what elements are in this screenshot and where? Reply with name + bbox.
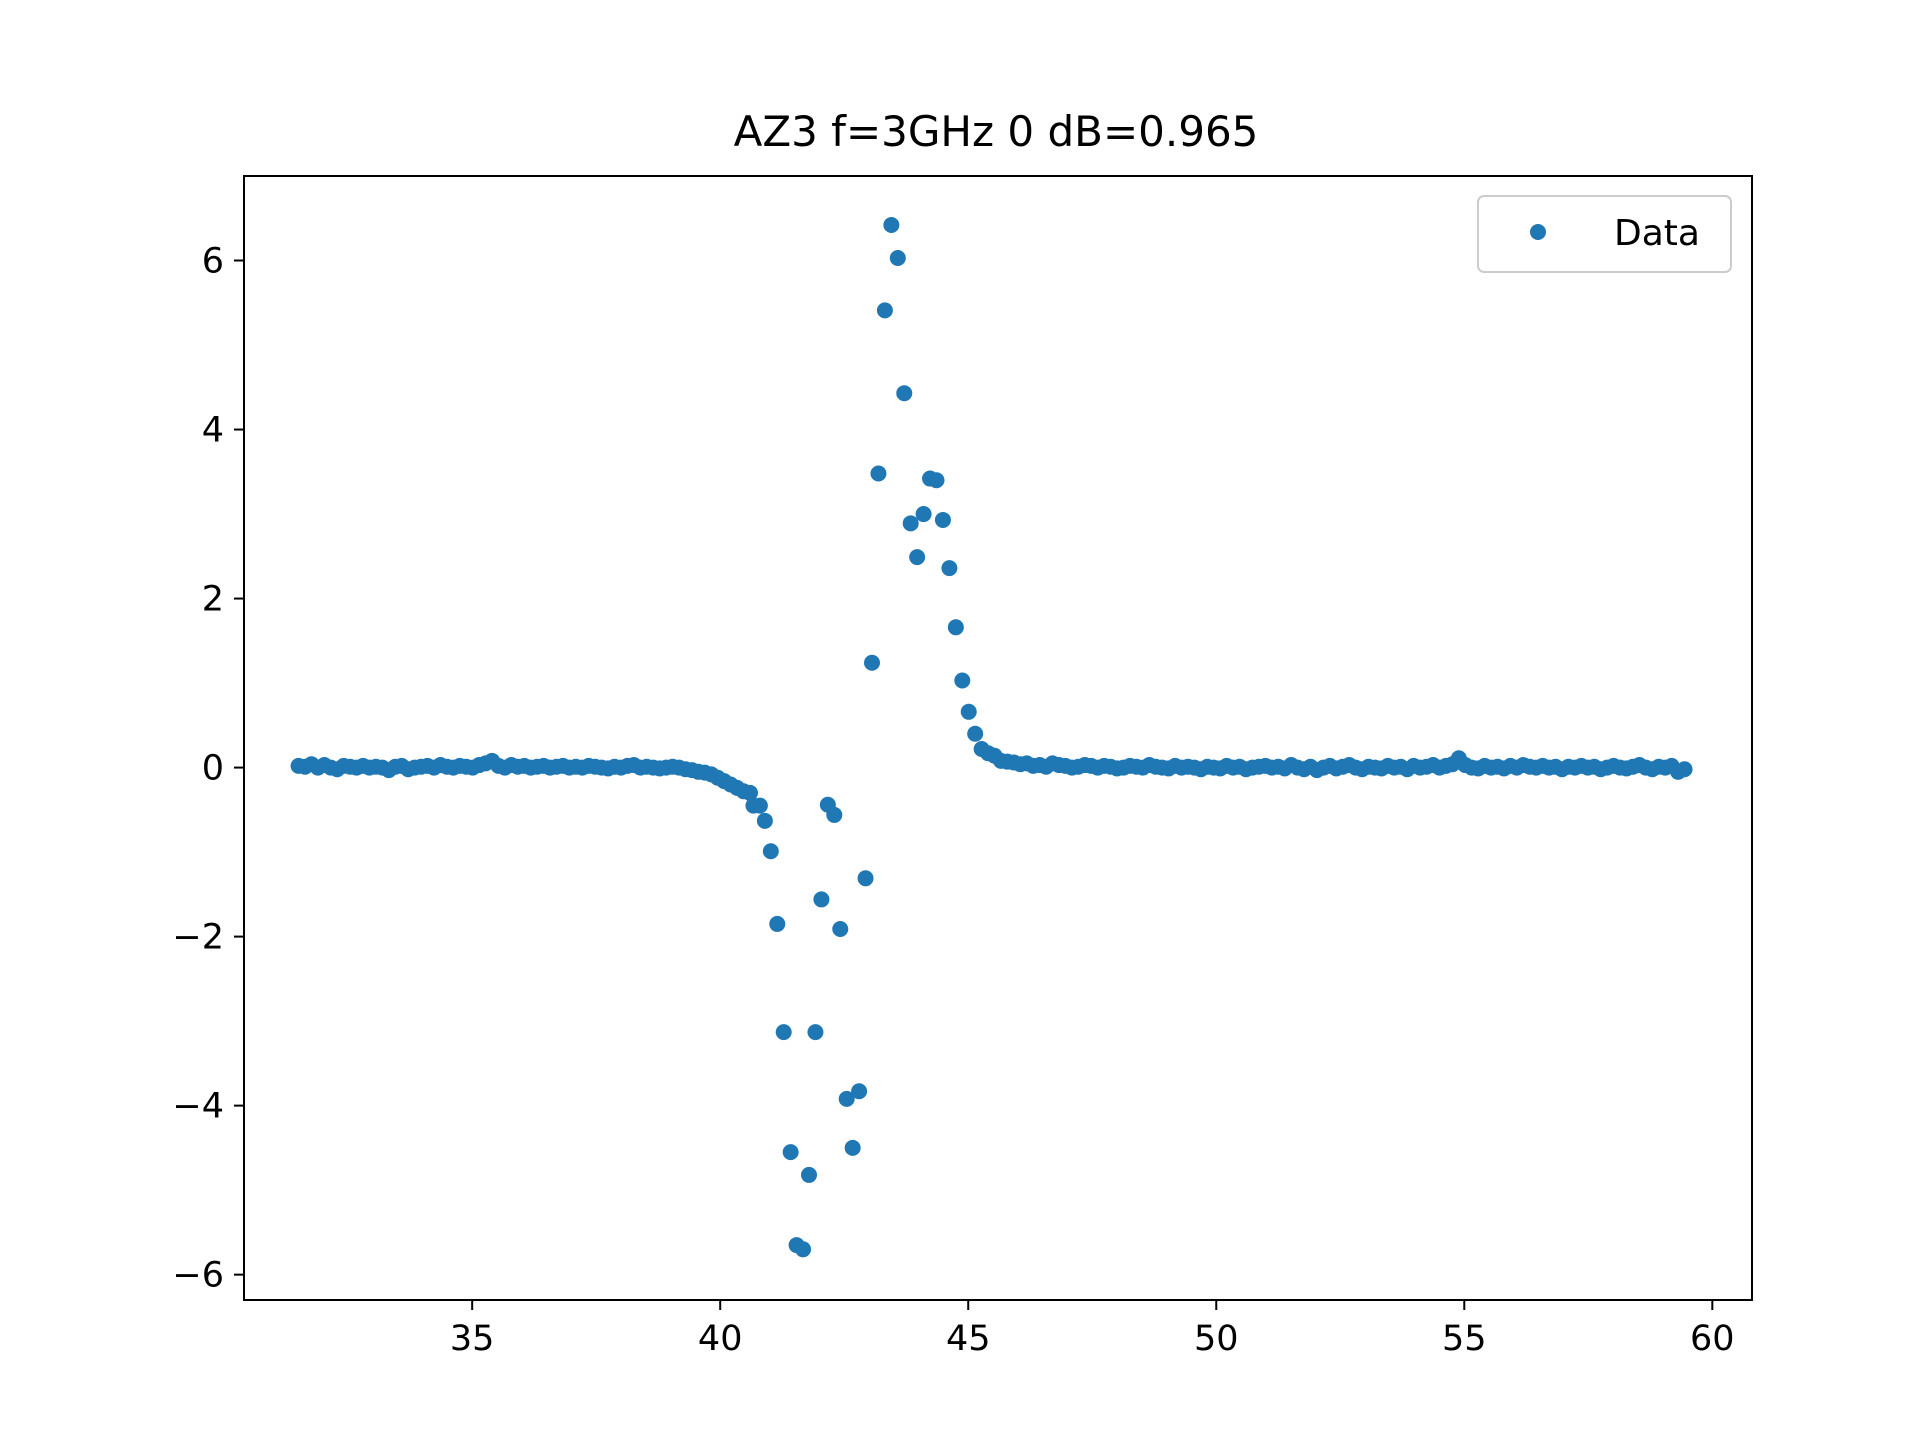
data-point-70 (741, 784, 758, 801)
chart-title: AZ3 f=3GHz 0 dB=0.965 (734, 107, 1259, 156)
data-point-100 (928, 472, 945, 489)
legend-label-data: Data (1614, 213, 1700, 254)
data-point-105 (960, 703, 977, 720)
data-point-91 (870, 465, 887, 482)
y-axis: −6 −4 −2 0 2 4 6 (172, 242, 244, 1296)
data-point-90 (864, 654, 880, 671)
data-point-86 (838, 1090, 855, 1107)
data-point-79 (795, 1241, 812, 1258)
legend-frame (1477, 195, 1732, 273)
data-point-98 (915, 506, 932, 523)
data-point-88 (851, 1083, 868, 1100)
data-point-85 (832, 921, 849, 937)
x-tick-label-40: 40 (698, 1319, 743, 1359)
data-point-102 (941, 560, 958, 577)
y-tick-label-4: 4 (202, 411, 224, 451)
data-point-76 (775, 1024, 792, 1041)
data-point-101 (934, 511, 951, 528)
data-point-84 (826, 806, 843, 823)
legend: Data (1477, 195, 1732, 273)
data-point-80 (801, 1166, 817, 1183)
data-point-104 (954, 672, 971, 689)
data-point-87 (844, 1139, 861, 1156)
x-tick-label-45: 45 (946, 1319, 991, 1359)
data-point-82 (813, 891, 830, 908)
data-point-81 (807, 1024, 824, 1041)
x-tick-label-35: 35 (450, 1319, 495, 1359)
data-point-106 (967, 725, 984, 742)
plot-frame (243, 175, 1753, 1301)
data-point-97 (909, 549, 926, 566)
y-tick-label--2: −2 (172, 918, 224, 958)
y-tick-label-2: 2 (202, 580, 224, 620)
data-point-216 (1676, 761, 1693, 778)
data-point-94 (889, 249, 906, 266)
data-points (290, 217, 1693, 1258)
data-point-103 (947, 619, 964, 636)
x-tick-label-55: 55 (1442, 1319, 1487, 1359)
data-point-92 (876, 302, 893, 319)
y-tick-label--4: −4 (172, 1087, 224, 1127)
data-point-95 (896, 385, 913, 402)
y-tick-label-6: 6 (202, 242, 224, 282)
data-point-73 (756, 812, 773, 829)
y-tick-label-0: 0 (202, 749, 224, 789)
data-point-72 (751, 797, 768, 814)
x-tick-label-50: 50 (1194, 1319, 1239, 1359)
data-point-77 (782, 1144, 799, 1161)
x-axis: 35 40 45 50 55 60 (450, 1300, 1735, 1359)
data-point-74 (762, 843, 779, 860)
data-point-93 (883, 217, 900, 234)
data-point-89 (857, 870, 874, 887)
x-tick-label-60: 60 (1690, 1319, 1735, 1359)
legend-marker-data (1530, 224, 1546, 240)
data-point-75 (769, 915, 786, 932)
y-tick-label--6: −6 (172, 1256, 224, 1296)
data-point-96 (902, 515, 919, 532)
